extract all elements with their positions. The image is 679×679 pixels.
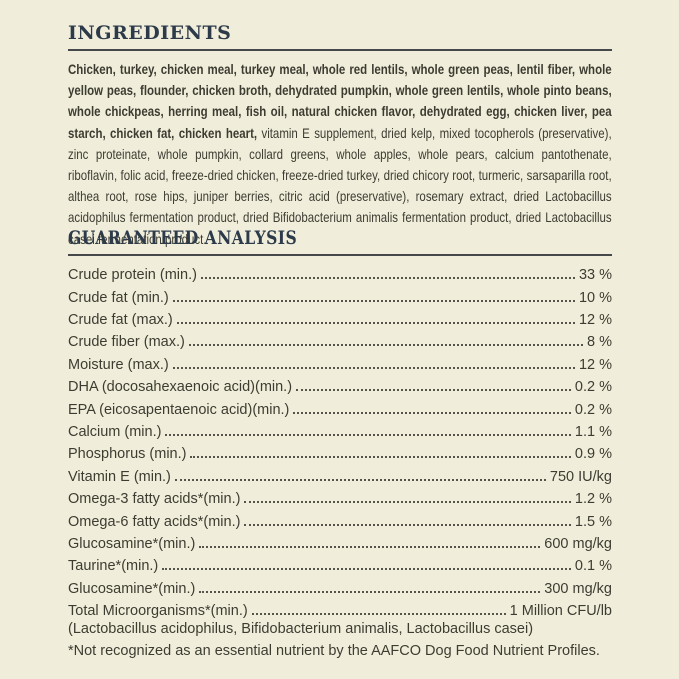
analysis-row-value: 1 Million CFU/lb — [509, 603, 612, 620]
analysis-row-value: 0.1 % — [574, 558, 612, 575]
ingredients-primary-list: Chicken, turkey, chicken meal, turkey me… — [68, 61, 612, 141]
dot-leader — [244, 523, 571, 526]
analysis-row-value: 0.2 % — [574, 379, 612, 396]
analysis-row-value: 1.5 % — [574, 513, 612, 530]
dot-leader — [188, 344, 583, 347]
ingredients-heading-rule — [68, 49, 612, 51]
dot-leader — [174, 478, 546, 481]
analysis-row-value: 600 mg/kg — [544, 535, 612, 552]
analysis-row: Crude protein (min.) 33 % — [68, 261, 612, 283]
analysis-row-label: Phosphorus (min.) — [68, 446, 187, 463]
analysis-row-value: 33 % — [578, 267, 612, 284]
dot-leader — [251, 613, 506, 616]
analysis-row: Phosphorus (min.) 0.9 % — [68, 440, 612, 462]
analysis-row-label: Calcium (min.) — [68, 423, 162, 440]
analysis-row-label: Glucosamine*(min.) — [68, 580, 196, 597]
analysis-row-label: Taurine*(min.) — [68, 558, 159, 575]
analysis-row-label: Crude fat (max.) — [68, 312, 173, 328]
guaranteed-analysis-heading: GUARANTEED ANALYSIS — [68, 226, 298, 249]
analysis-row: Omega-6 fatty acids*(min.) 1.5 % — [68, 507, 612, 530]
analysis-row-label: Glucosamine*(min.) — [68, 535, 196, 552]
analysis-table: Crude protein (min.) 33 % Crude fat (min… — [68, 261, 612, 619]
analysis-row: EPA (eicosapentaenoic acid)(min.) 0.2 % — [68, 395, 612, 418]
analysis-row-label: Crude fiber (max.) — [68, 334, 185, 351]
analysis-row-value: 750 IU/kg — [549, 468, 612, 485]
guaranteed-analysis-heading-rule — [68, 253, 612, 256]
analysis-row-value: 10 % — [578, 289, 612, 306]
dot-leader — [172, 299, 575, 302]
analysis-row: Glucosamine*(min.) 600 mg/kg — [68, 530, 612, 552]
analysis-row: DHA (docosahexaenoic acid)(min.) 0.2 % — [68, 373, 612, 395]
analysis-row-label: Moisture (max.) — [68, 356, 169, 373]
analysis-row-value: 1.1 % — [574, 423, 612, 440]
ingredients-heading: INGREDIENTS — [68, 22, 232, 44]
ingredients-secondary-list: vitamin E supplement, dried kelp, mixed … — [68, 124, 612, 247]
analysis-row-label: Omega-6 fatty acids*(min.) — [68, 513, 241, 530]
analysis-row-label: Vitamin E (min.) — [68, 468, 171, 485]
analysis-row-label: Crude fat (min.) — [68, 289, 169, 306]
analysis-row: Crude fat (max.) 12 % — [68, 306, 612, 328]
analysis-row-value: 0.2 % — [574, 401, 612, 418]
analysis-row: Moisture (max.) 12 % — [68, 350, 612, 373]
dot-leader — [199, 545, 541, 548]
dot-leader — [172, 366, 575, 369]
dot-leader — [296, 389, 571, 392]
microorganisms-detail: (Lactobacillus acidophilus, Bifidobacter… — [68, 621, 534, 638]
analysis-row-value: 300 mg/kg — [544, 580, 612, 597]
analysis-row-label: Omega-3 fatty acids*(min.) — [68, 491, 241, 508]
dot-leader — [200, 277, 575, 280]
analysis-row-value: 1.2 % — [574, 491, 612, 508]
dot-leader — [176, 322, 575, 324]
dot-leader — [244, 501, 571, 504]
analysis-row: Crude fat (min.) 10 % — [68, 283, 612, 306]
dot-leader — [162, 568, 571, 571]
guaranteed-analysis-section: GUARANTEED ANALYSIS Crude protein (min.)… — [68, 226, 612, 662]
analysis-row: Total Microorganisms*(min.) 1 Million CF… — [68, 597, 612, 619]
dot-leader — [293, 411, 571, 414]
analysis-row: Omega-3 fatty acids*(min.) 1.2 % — [68, 485, 612, 507]
analysis-row-label: Total Microorganisms*(min.) — [68, 603, 248, 620]
analysis-row: Vitamin E (min.) 750 IU/kg — [68, 462, 612, 485]
analysis-row-label: Crude protein (min.) — [68, 267, 197, 284]
dot-leader — [190, 456, 571, 459]
analysis-row: Taurine*(min.) 0.1 % — [68, 552, 612, 574]
analysis-row-label: EPA (eicosapentaenoic acid)(min.) — [68, 401, 290, 418]
analysis-row: Crude fiber (max.) 8 % — [68, 328, 612, 350]
analysis-row: Calcium (min.) 1.1 % — [68, 418, 612, 440]
ingredients-text: Chicken, turkey, chicken meal, turkey me… — [68, 59, 612, 250]
analysis-row-label: DHA (docosahexaenoic acid)(min.) — [68, 379, 293, 396]
analysis-row-value: 12 % — [578, 356, 612, 373]
analysis-row-value: 12 % — [578, 312, 612, 328]
ingredients-section: INGREDIENTS Chicken, turkey, chicken mea… — [68, 21, 612, 250]
dot-leader — [199, 590, 541, 593]
aafco-footnote: *Not recognized as an essential nutrient… — [68, 642, 600, 659]
analysis-row: Glucosamine*(min.) 300 mg/kg — [68, 574, 612, 597]
analysis-row-value: 8 % — [587, 334, 612, 351]
dot-leader — [165, 433, 571, 436]
analysis-row-value: 0.9 % — [574, 446, 612, 463]
